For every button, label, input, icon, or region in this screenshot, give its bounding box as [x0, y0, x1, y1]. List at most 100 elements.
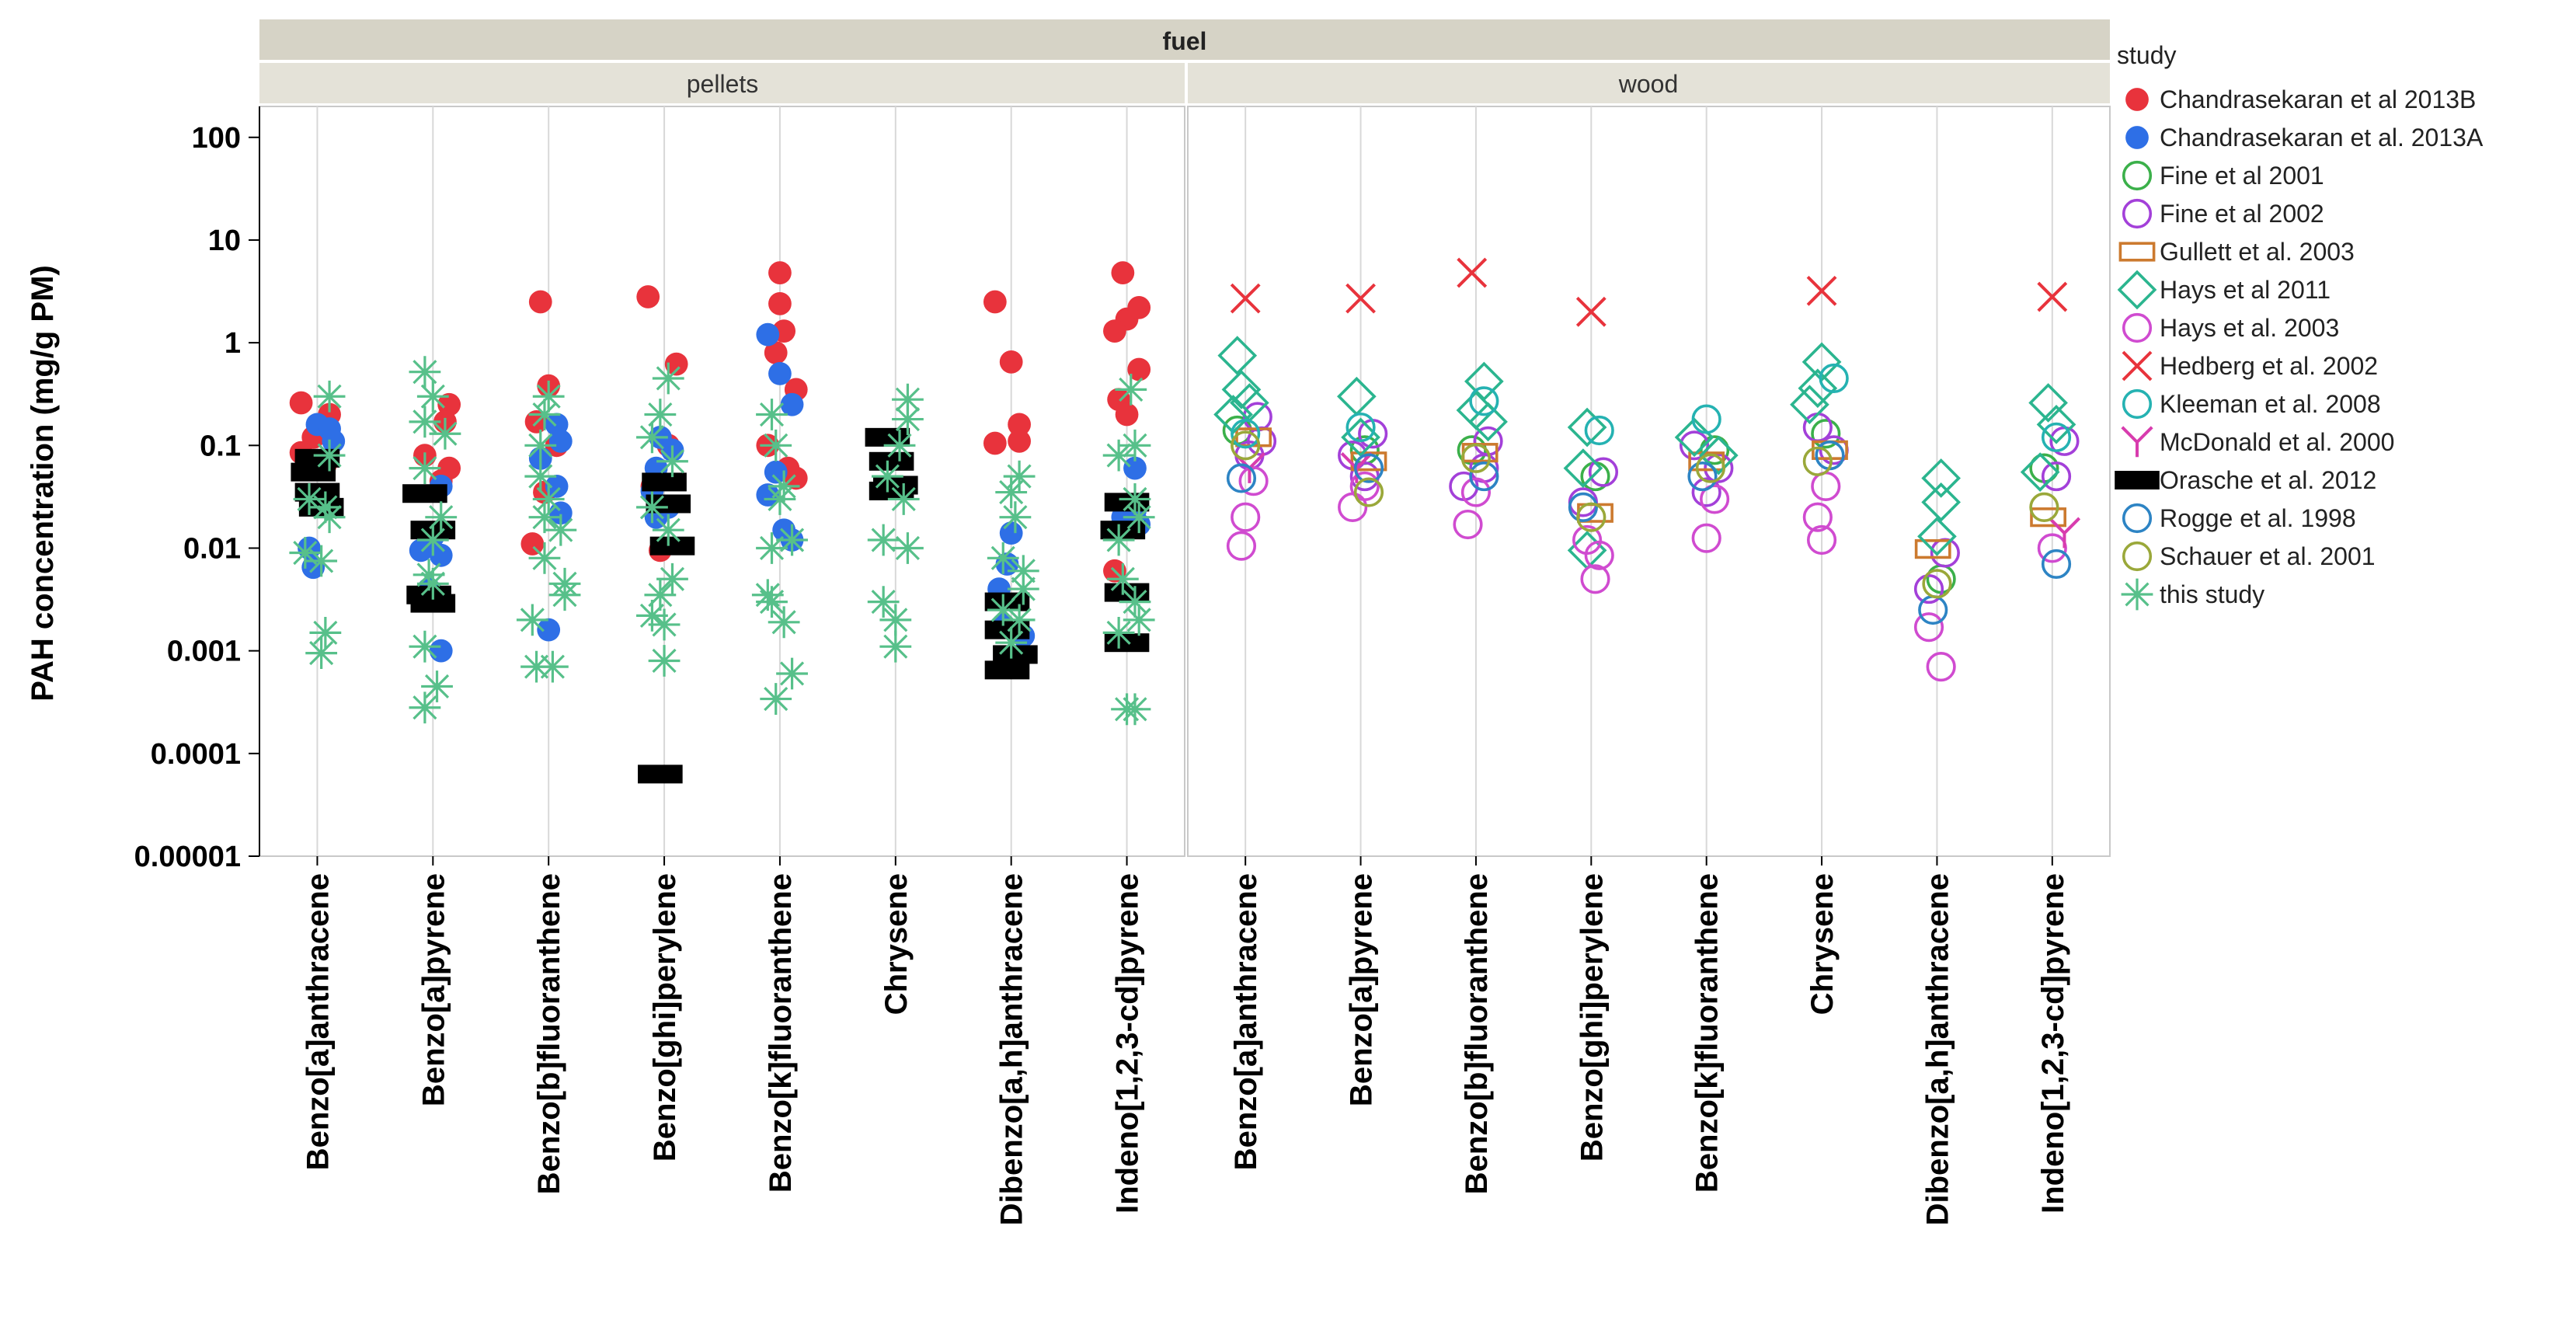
data-point: [1568, 492, 1598, 522]
legend-label-8: Kleeman et al. 2008: [2160, 390, 2381, 418]
data-point: [1238, 466, 1269, 496]
data-point: [636, 599, 668, 632]
data-point: [1115, 402, 1139, 427]
x-tick-label-wood-7: Indeno[1,2,3-cd]pyrene: [2036, 873, 2070, 1214]
data-point: [1349, 471, 1380, 501]
facet-title-fuel: fuel: [1163, 27, 1207, 55]
data-point: [528, 399, 561, 430]
data-point: [409, 356, 441, 388]
x-tick-label-wood-4: Benzo[k]fluoranthene: [1690, 873, 1725, 1193]
data-point: [520, 650, 552, 683]
data-point: [1811, 419, 1841, 449]
x-tick-label-pellets-6: Dibenzo[a,h]anthracene: [995, 873, 1029, 1225]
data-point: [768, 261, 792, 284]
legend-marker-13: [2121, 578, 2153, 611]
data-point: [2028, 383, 2068, 423]
data-point: [1575, 296, 1607, 327]
data-point: [1588, 457, 1619, 487]
y-tick-label: 0.00001: [134, 841, 241, 873]
data-point: [1572, 524, 1603, 556]
data-point: [756, 532, 788, 564]
data-point: [756, 483, 780, 507]
data-point: [1127, 357, 1151, 381]
legend-label-1: Chandrasekaran et al. 2013A: [2160, 124, 2484, 152]
data-point: [1469, 462, 1499, 492]
data-point: [425, 501, 458, 534]
facet-header-fuel: [259, 19, 2110, 60]
y-tick-label: 0.1: [200, 430, 241, 462]
data-point: [1917, 517, 1957, 556]
data-point: [291, 462, 336, 482]
legend-marker-1: [2125, 126, 2149, 149]
x-axis-labels: Benzo[a]anthracene Benzo[a]pyrene Benzo[b]…: [301, 856, 2070, 1225]
data-point: [1922, 569, 1952, 599]
legend-marker-7: [2122, 350, 2153, 381]
data-point: [548, 579, 581, 611]
data-point: [409, 452, 441, 485]
data-point: [995, 476, 1028, 508]
data-point: [871, 460, 903, 493]
data-point: [313, 439, 346, 472]
data-point: [892, 403, 924, 435]
facet-header-wood: [1188, 63, 2110, 103]
y-axis-label: PAH concentration (mg/g PM): [26, 265, 60, 701]
data-point: [1337, 376, 1377, 416]
data-point: [1691, 523, 1721, 553]
panel-wood-frame: [1187, 106, 2111, 857]
data-point: [768, 470, 800, 503]
data-point: [537, 618, 561, 642]
data-point: [1460, 477, 1492, 507]
data-point: [760, 429, 792, 462]
x-tick-label-pellets-5: Chrysene: [879, 873, 914, 1015]
legend-marker-11: [2122, 503, 2153, 534]
data-point: [892, 532, 924, 564]
data-point: [636, 421, 668, 454]
legend-title: study: [2117, 41, 2176, 69]
data-point: [987, 542, 1019, 574]
data-point: [1123, 456, 1147, 480]
data-point: [1926, 652, 1956, 682]
data-point: [2041, 422, 2072, 452]
data-point: [1457, 257, 1488, 288]
data-point: [652, 362, 684, 395]
x-tick-label-pellets-3: Benzo[ghi]perylene: [648, 873, 682, 1162]
data-point: [1806, 524, 1837, 556]
data-point: [636, 285, 660, 308]
data-point: [1691, 404, 1721, 434]
data-point: [2037, 533, 2067, 563]
data-point: [867, 586, 900, 618]
data-point: [1231, 419, 1261, 449]
data-point: [1695, 453, 1725, 483]
data-point: [987, 594, 1019, 626]
legend-marker-5: [2117, 270, 2157, 310]
data-point: [532, 483, 565, 515]
data-point: [1584, 415, 1614, 446]
data-point: [2036, 404, 2076, 444]
data-point: [1007, 573, 1039, 605]
data-point: [528, 290, 552, 314]
data-point: [1913, 573, 1944, 604]
data-point: [984, 660, 1030, 680]
data-point: [756, 399, 788, 430]
data-point: [1691, 477, 1721, 507]
data-point: [2041, 462, 2072, 492]
data-point: [999, 521, 1023, 545]
x-tick-label-pellets-7: Indeno[1,2,3-cd]pyrene: [1111, 873, 1145, 1214]
legend-marker-8: [2122, 388, 2153, 420]
data-point: [784, 466, 808, 490]
data-point: [648, 645, 681, 677]
data-point: [1231, 502, 1261, 532]
legend-label-12: Schauer et al. 2001: [2160, 542, 2376, 570]
data-point: [413, 559, 445, 591]
data-point: [528, 501, 561, 534]
x-tick-label-pellets-0: Benzo[a]anthracene: [301, 873, 335, 1170]
data-point: [892, 383, 924, 416]
data-point: [1102, 439, 1135, 472]
facet-label-pellets: pellets: [687, 70, 759, 98]
data-point: [1567, 407, 1607, 448]
data-point: [1008, 413, 1031, 437]
data-point: [1679, 430, 1710, 461]
y-tick-label: 10: [208, 225, 241, 257]
data-point: [1231, 430, 1261, 461]
data-point: [1102, 616, 1135, 649]
